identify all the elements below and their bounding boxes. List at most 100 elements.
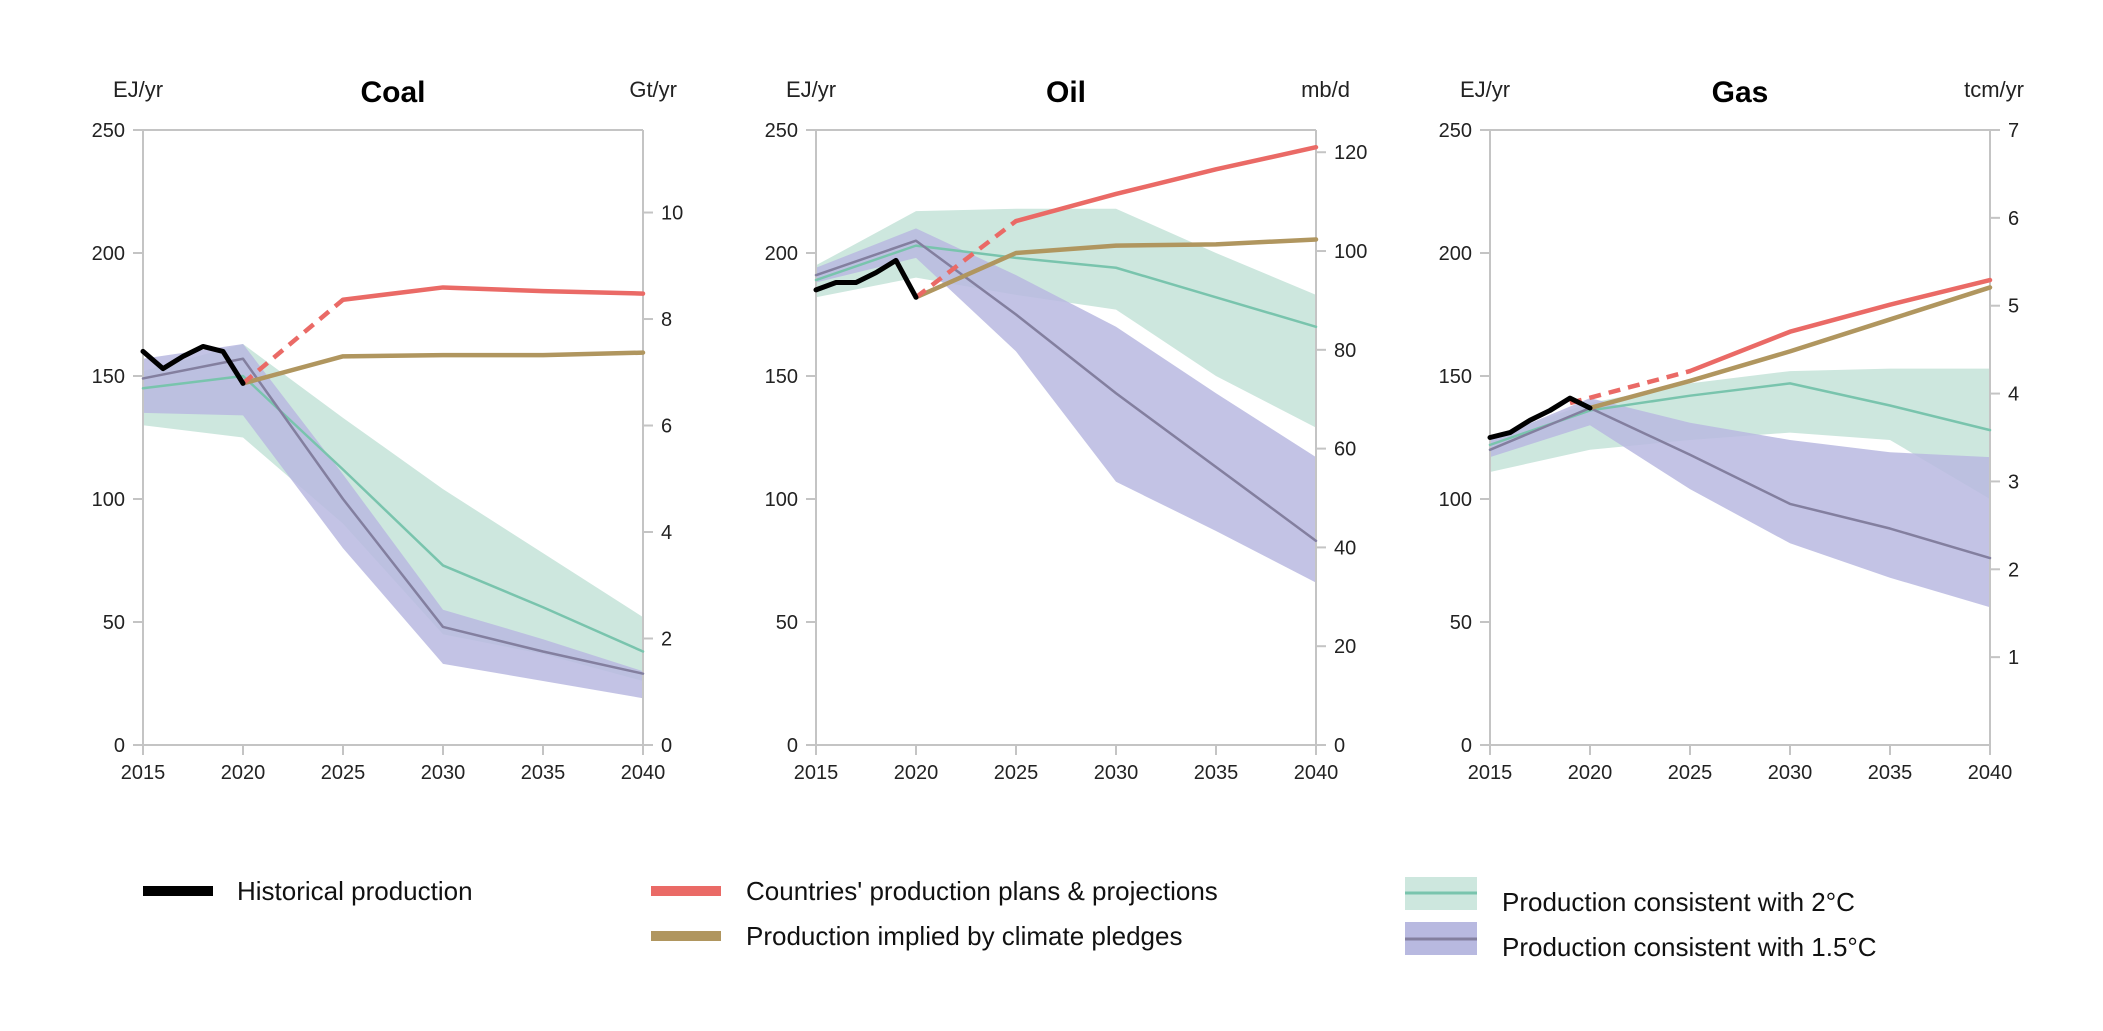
gas-y-tick-label: 100 [1439, 489, 1472, 511]
coal-x-tick-label: 2035 [521, 762, 566, 784]
oil-left-unit: EJ/yr [786, 77, 836, 102]
coal-right-tick-label: 8 [661, 309, 672, 331]
legend-label-plans: Countries' production plans & projection… [746, 876, 1218, 906]
oil-x-tick-label: 2035 [1194, 762, 1239, 784]
gas-line-one-point-five [1488, 406, 1992, 560]
coal-line-two-degree [141, 374, 645, 653]
coal-x-tick-label: 2025 [321, 762, 366, 784]
coal-left-unit: EJ/yr [113, 77, 163, 102]
coal-y-tick-label: 200 [92, 243, 125, 265]
gas-right-tick-label: 7 [2008, 120, 2019, 142]
legend: Historical production Countries' product… [143, 876, 1877, 962]
gas-right-tick-label: 5 [2008, 296, 2019, 318]
legend-item-pledges: Production implied by climate pledges [651, 921, 1182, 951]
oil-line-historical [813, 257, 919, 300]
gas-y-tick-label: 200 [1439, 243, 1472, 265]
gas-line-pledges [1587, 285, 1993, 411]
gas-right-unit: tcm/yr [1964, 77, 2024, 102]
oil-x-tick-label: 2015 [794, 762, 839, 784]
coal-right-tick-label: 10 [661, 203, 683, 225]
coal-y-tick-label: 250 [92, 120, 125, 142]
legend-item-plans: Countries' production plans & projection… [651, 876, 1218, 906]
oil-line-two-degree [814, 244, 1318, 329]
gas-y-tick-label: 0 [1461, 735, 1472, 757]
oil-right-tick-label: 0 [1334, 735, 1345, 757]
legend-label-historical: Historical production [237, 876, 473, 906]
legend-item-two-degree: Production consistent with 2°C [1405, 877, 1855, 917]
oil-y-tick-label: 150 [765, 366, 798, 388]
oil-x-tick-label: 2030 [1094, 762, 1139, 784]
legend-item-historical: Historical production [143, 876, 473, 906]
coal-line-pledges [240, 350, 646, 386]
oil-right-tick-label: 20 [1334, 636, 1356, 658]
oil-band-one-point-five [816, 228, 1316, 583]
panel-coal: 0 50 100 150 200 250 0 2 4 6 8 10 2015 2020 2025 2030 20… [92, 76, 684, 784]
coal-line-one-point-five [141, 357, 645, 675]
gas-line-historical [1487, 395, 1593, 440]
coal-y-tick-label: 100 [92, 489, 125, 511]
oil-line-plans-projected [914, 219, 1018, 300]
coal-y-tick-label: 0 [114, 735, 125, 757]
coal-line-plans-projected [241, 298, 345, 386]
panel-gas: 0 50 100 150 200 250 1 2 3 4 5 6 7 2015 2020 2025 2030 20… [1439, 76, 2024, 784]
oil-y-tick-label: 200 [765, 243, 798, 265]
coal-y-tick-label: 150 [92, 366, 125, 388]
gas-y-tick-label: 250 [1439, 120, 1472, 142]
oil-right-unit: mb/d [1301, 77, 1350, 102]
legend-label-one-point-five: Production consistent with 1.5°C [1502, 932, 1877, 962]
oil-x-tick-label: 2020 [894, 762, 939, 784]
gas-x-tick-label: 2025 [1668, 762, 1713, 784]
gas-line-plans-projected [1569, 368, 1691, 406]
oil-right-tick-label: 40 [1334, 537, 1356, 559]
coal-x-tick-label: 2020 [221, 762, 266, 784]
gas-x-tick-label: 2015 [1468, 762, 1513, 784]
coal-x-tick-label: 2015 [121, 762, 166, 784]
legend-item-one-point-five: Production consistent with 1.5°C [1405, 922, 1877, 962]
gas-band-one-point-five [1490, 398, 1990, 608]
gas-line-plans [1687, 277, 1993, 374]
oil-y-tick-label: 250 [765, 120, 798, 142]
gas-right-tick-label: 1 [2008, 647, 2019, 669]
gas-x-tick-label: 2020 [1568, 762, 1613, 784]
legend-label-two-degree: Production consistent with 2°C [1502, 887, 1855, 917]
gas-right-tick-label: 4 [2008, 384, 2019, 406]
oil-y-tick-label: 0 [787, 735, 798, 757]
legend-swatch-historical [143, 886, 213, 896]
oil-right-tick-label: 100 [1334, 241, 1367, 263]
legend-label-pledges: Production implied by climate pledges [746, 921, 1182, 951]
oil-line-one-point-five [814, 239, 1318, 543]
coal-line-plans [340, 285, 646, 302]
coal-x-tick-label: 2040 [621, 762, 666, 784]
coal-right-tick-label: 0 [661, 735, 672, 757]
coal-right-tick-label: 6 [661, 416, 672, 438]
oil-line-plans [1013, 144, 1319, 224]
coal-title: Coal [360, 76, 425, 109]
gas-x-tick-label: 2040 [1968, 762, 2013, 784]
gas-right-tick-label: 2 [2008, 559, 2019, 581]
gas-x-tick-label: 2030 [1768, 762, 1813, 784]
oil-y-tick-label: 50 [776, 612, 798, 634]
coal-line-historical [140, 343, 246, 386]
oil-right-tick-label: 120 [1334, 142, 1367, 164]
gas-right-tick-label: 6 [2008, 208, 2019, 230]
oil-right-tick-label: 80 [1334, 340, 1356, 362]
gas-right-tick-label: 3 [2008, 471, 2019, 493]
oil-y-tick-label: 100 [765, 489, 798, 511]
coal-y-tick-label: 50 [103, 612, 125, 634]
gas-y-tick-label: 150 [1439, 366, 1472, 388]
gas-title: Gas [1712, 76, 1769, 109]
oil-right-tick-label: 60 [1334, 439, 1356, 461]
oil-x-tick-label: 2025 [994, 762, 1039, 784]
oil-line-pledges [913, 237, 1319, 300]
legend-swatch-plans [651, 886, 721, 896]
oil-title: Oil [1046, 76, 1086, 109]
oil-x-tick-label: 2040 [1294, 762, 1339, 784]
gas-y-tick-label: 50 [1450, 612, 1472, 634]
coal-x-tick-label: 2030 [421, 762, 466, 784]
coal-band-one-point-five [143, 344, 643, 699]
coal-right-tick-label: 4 [661, 522, 672, 544]
gas-x-tick-label: 2035 [1868, 762, 1913, 784]
